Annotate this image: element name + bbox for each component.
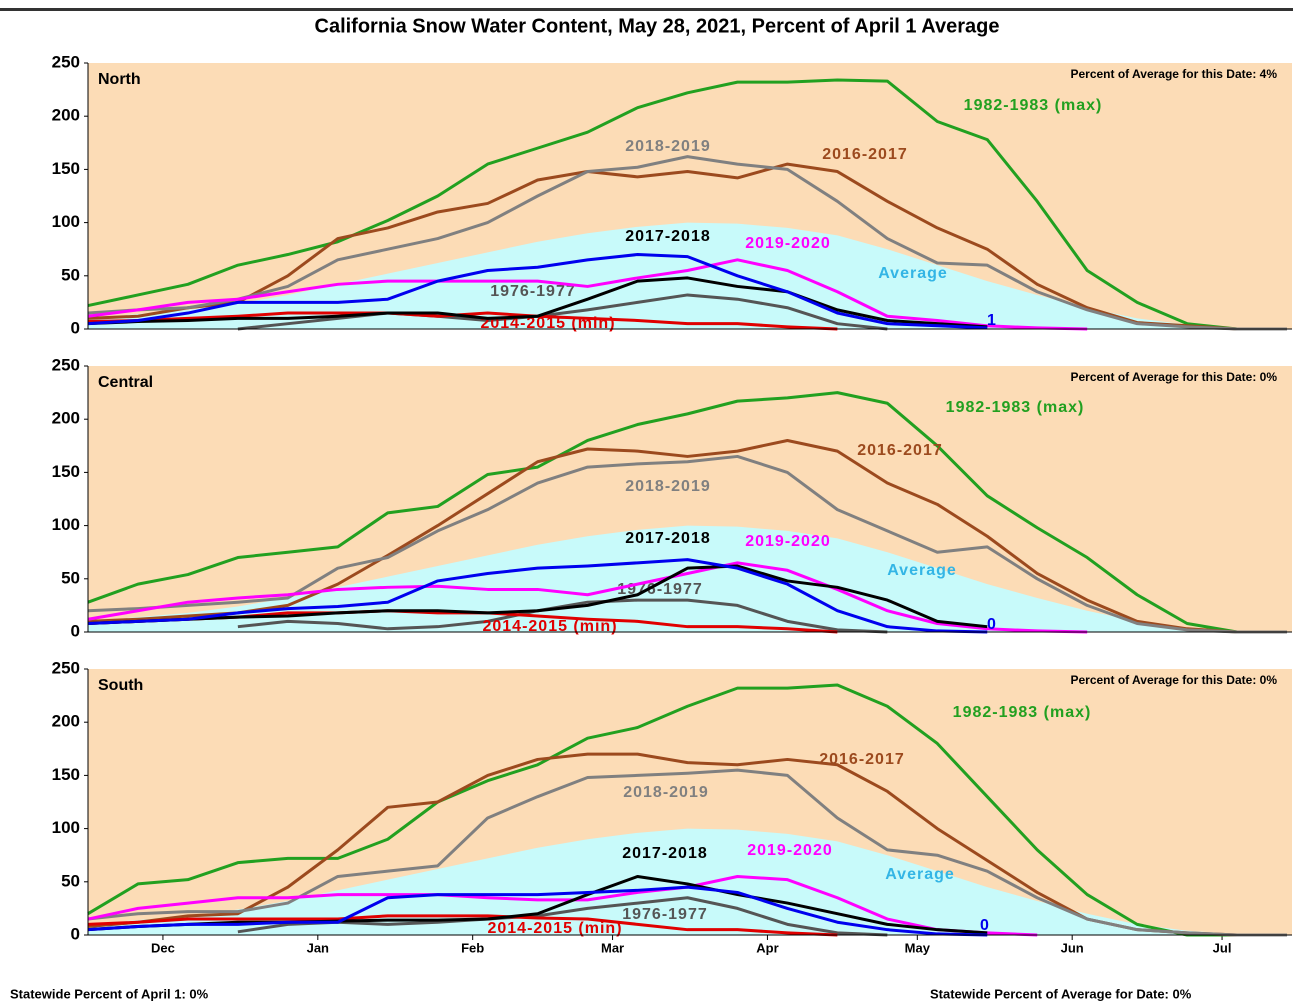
series-line (87, 564, 988, 629)
series-label: 2016-2017 (822, 146, 908, 163)
series-label: 1982-1983 (max) (953, 704, 1092, 721)
y-tick-label: 200 (52, 106, 80, 125)
series-label: Average (887, 562, 957, 579)
y-tick-label: 250 (52, 658, 80, 677)
series-label: Average (878, 265, 948, 282)
average-area (88, 222, 1288, 329)
y-tick-label: 50 (61, 265, 80, 284)
series-label: 2019-2020 (747, 842, 833, 859)
footer-right: Statewide Percent of Average for Date: 0… (930, 986, 1192, 1001)
y-tick-label: 100 (52, 515, 80, 534)
series-line (87, 438, 1287, 634)
series-label: 2014-2015 (min) (480, 315, 615, 332)
series-line (87, 276, 988, 329)
series-label: 1976-1977 (622, 906, 708, 923)
series-line (87, 885, 988, 937)
series-label: 2019-2020 (745, 533, 831, 550)
x-tick-label: Jul (1213, 940, 1232, 955)
y-tick-label: 0 (71, 318, 80, 337)
series-label: 0 (980, 917, 990, 934)
x-tick-label: Mar (601, 940, 624, 955)
x-tick-label: Jan (307, 940, 329, 955)
series-label: 2016-2017 (819, 751, 905, 768)
y-tick-label: 0 (71, 621, 80, 640)
series-label: 2014-2015 (min) (487, 920, 622, 937)
series-line (87, 253, 988, 330)
y-tick-label: 150 (52, 159, 80, 178)
series-label: 2017-2018 (622, 845, 708, 862)
series-line (87, 561, 1088, 634)
date-note: Percent of Average for this Date: 4% (1070, 67, 1277, 81)
series-line (87, 558, 988, 634)
series-line (87, 874, 988, 935)
series-label: 1976-1977 (490, 283, 576, 300)
region-label: South (98, 677, 143, 694)
series-label: 2017-2018 (625, 228, 711, 245)
series-label: 1982-1983 (max) (964, 97, 1103, 114)
series-line (87, 155, 1287, 331)
series-line (237, 293, 888, 331)
series-label: 1 (987, 312, 997, 329)
y-tick-label: 100 (52, 818, 80, 837)
series-label: 2016-2017 (857, 442, 943, 459)
chart-title: California Snow Water Content, May 28, 2… (315, 15, 1000, 37)
x-tick-label: Jun (1061, 940, 1084, 955)
series-label: Average (885, 866, 955, 883)
series-label: 2017-2018 (625, 530, 711, 547)
footer-left: Statewide Percent of April 1: 0% (10, 986, 209, 1001)
series-label: 2018-2019 (625, 138, 711, 155)
series-label: 2018-2019 (625, 478, 711, 495)
average-area (88, 828, 1288, 935)
date-note: Percent of Average for this Date: 0% (1070, 673, 1277, 687)
series-label: 1982-1983 (max) (946, 399, 1085, 416)
series-label: 2018-2019 (623, 784, 709, 801)
average-area (88, 525, 1288, 632)
series-line (87, 914, 838, 937)
region-label: North (98, 71, 141, 88)
y-tick-label: 200 (52, 712, 80, 731)
series-line (87, 391, 1287, 634)
x-tick-label: Apr (756, 940, 778, 955)
series-line (87, 78, 1287, 331)
y-tick-label: 150 (52, 462, 80, 481)
y-tick-label: 50 (61, 568, 80, 587)
x-tick-label: Feb (461, 940, 484, 955)
series-label: 2019-2020 (745, 235, 831, 252)
date-note: Percent of Average for this Date: 0% (1070, 370, 1277, 384)
series-label: 2014-2015 (min) (482, 618, 617, 635)
series-line (237, 896, 888, 937)
series-line (237, 598, 888, 634)
y-tick-label: 100 (52, 212, 80, 231)
x-tick-label: Dec (151, 940, 175, 955)
series-line (87, 454, 1287, 634)
series-line (87, 683, 1287, 937)
series-line (87, 874, 1038, 937)
y-tick-label: 200 (52, 409, 80, 428)
series-line (87, 162, 1287, 331)
y-tick-label: 150 (52, 765, 80, 784)
region-label: Central (98, 374, 153, 391)
top-border (0, 8, 1293, 11)
series-line (87, 768, 1287, 937)
y-tick-label: 250 (52, 52, 80, 71)
y-tick-label: 50 (61, 871, 80, 890)
series-line (87, 258, 1088, 331)
y-tick-label: 250 (52, 355, 80, 374)
series-label: 0 (987, 616, 997, 633)
y-tick-label: 0 (71, 924, 80, 943)
x-tick-label: May (905, 940, 931, 955)
